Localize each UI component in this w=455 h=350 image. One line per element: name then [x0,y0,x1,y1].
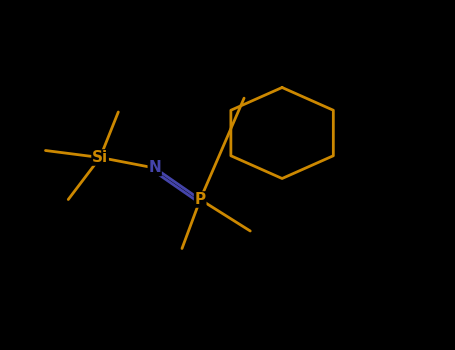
Text: N: N [148,161,161,175]
Text: P: P [195,192,206,207]
Text: Si: Si [92,150,108,165]
